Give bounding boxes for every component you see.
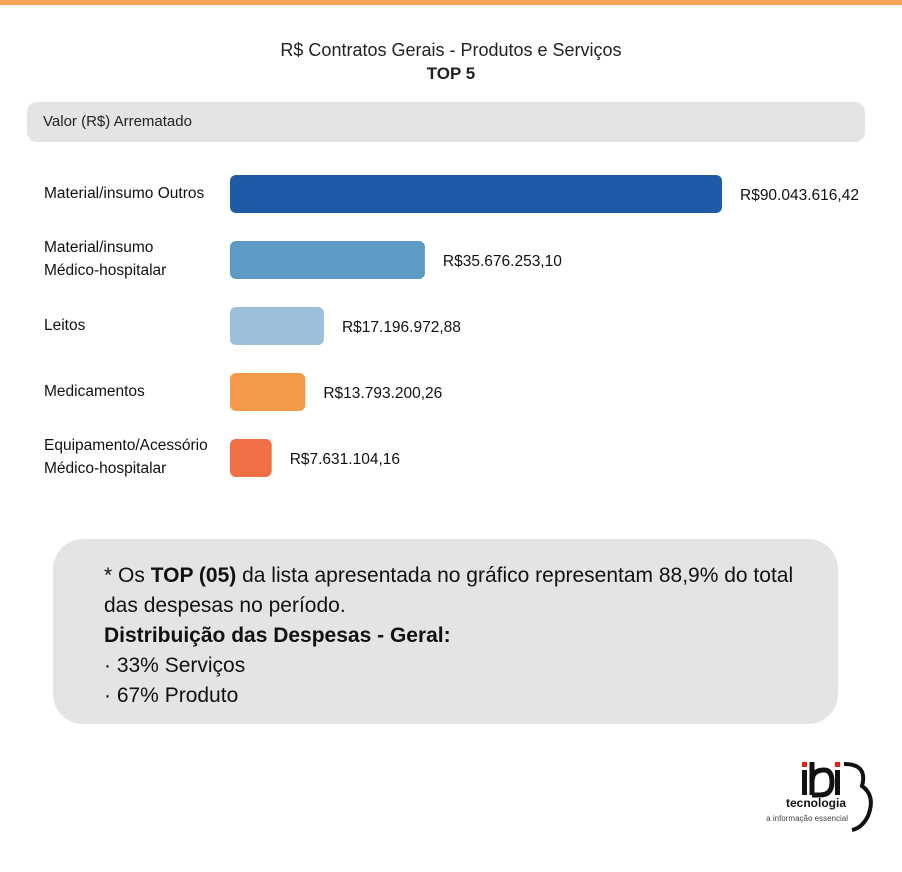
logo-dot-1	[802, 762, 807, 767]
value-label-3: R$17.196.972,88	[342, 319, 461, 336]
note-heading: Distribuição das Despesas - Geral:	[104, 624, 451, 647]
logo-mark-icon	[802, 762, 873, 832]
bar-4	[230, 373, 306, 411]
bar-5	[230, 439, 272, 477]
category-label-2: Material/insumo Médico-hospitalar	[44, 239, 166, 279]
top-accent-rule	[0, 0, 902, 5]
bar-1	[230, 175, 722, 213]
note-line-1: * Os TOP (05) da lista apresentada no gr…	[104, 564, 794, 617]
value-label-1: R$90.043.616,42	[740, 187, 859, 204]
legend: Valor (R$) Arrematado	[27, 102, 865, 142]
note-item-services: · 33% Serviços	[104, 654, 246, 677]
category-label-4: Medicamentos	[44, 383, 145, 400]
value-label-4: R$13.793.200,26	[323, 385, 442, 402]
logo-stroke-i1	[802, 770, 807, 795]
note-item-products: · 67% Produto	[104, 684, 239, 707]
logo-wordmark: tecnologia	[785, 796, 846, 810]
logo-stroke-b	[809, 762, 835, 798]
logo-stroke-i2	[835, 770, 840, 795]
category-label-3: Leitos	[44, 317, 86, 334]
company-logo: tecnologia a informação essencial	[758, 758, 882, 833]
logo-tagline: a informação essencial	[766, 814, 848, 823]
note-box: * Os TOP (05) da lista apresentada no gr…	[53, 539, 838, 724]
category-label-1: Material/insumo Outros	[44, 185, 204, 202]
bar-chart: Material/insumo Outros R$90.043.616,42 Mat…	[44, 175, 859, 477]
chart-subtitle: TOP 5	[426, 64, 476, 83]
bar-2	[230, 241, 425, 279]
logo-stroke-curve	[843, 762, 873, 832]
legend-label: Valor (R$) Arrematado	[43, 113, 192, 130]
category-label-5: Equipamento/Acessório Médico-hospitalar	[44, 437, 208, 477]
note-text: * Os TOP (05) da lista apresentada no gr…	[104, 561, 824, 711]
value-label-2: R$35.676.253,10	[443, 253, 562, 270]
chart-title: R$ Contratos Gerais - Produtos e Serviço…	[280, 40, 622, 60]
value-label-5: R$7.631.104,16	[290, 451, 400, 468]
logo-dot-2	[835, 762, 840, 767]
bar-3	[230, 307, 324, 345]
